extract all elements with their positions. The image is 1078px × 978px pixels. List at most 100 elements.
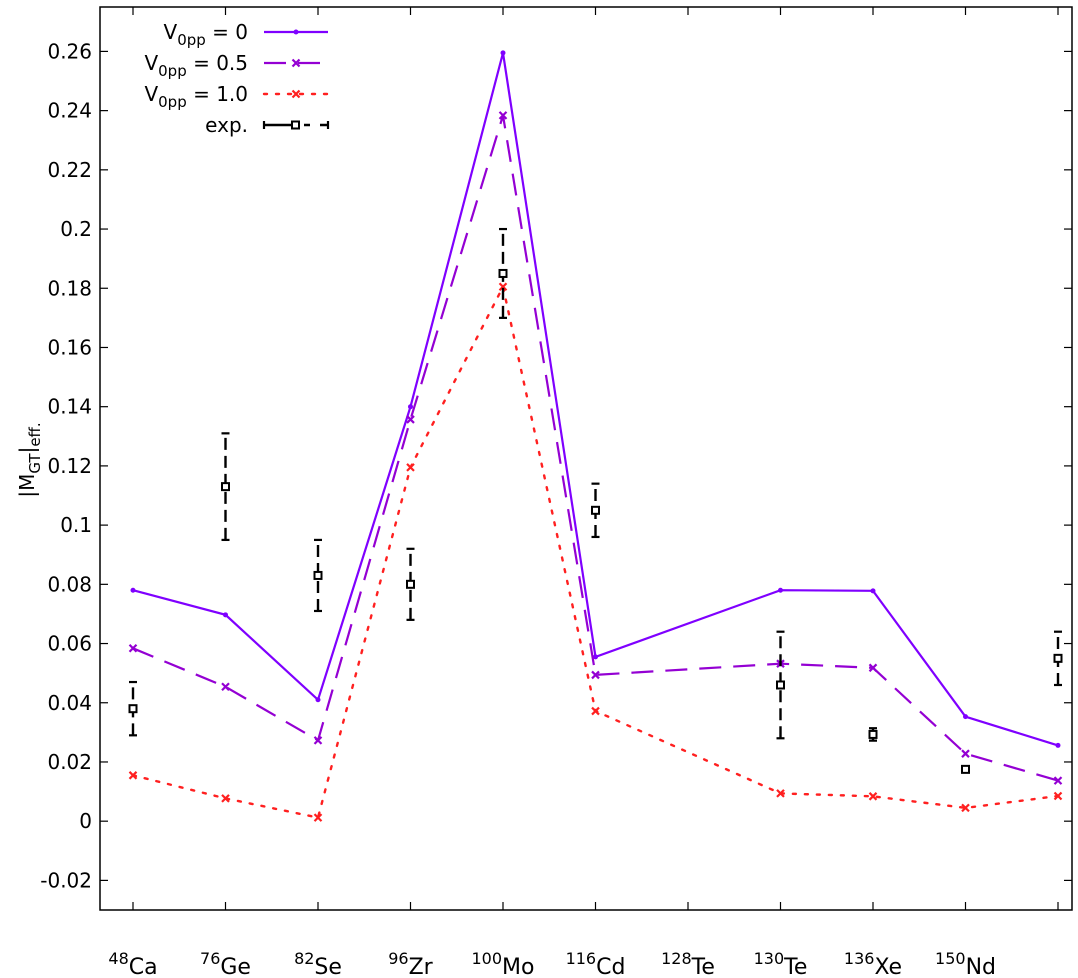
x-category-label: 150Nd [935,949,996,978]
plot-frame [99,6,1073,911]
x-category-element: Te [783,955,807,978]
y-axis-label-main: |M [15,474,39,498]
series-point-2 [128,771,138,780]
x-category-mass: 82 [294,949,314,968]
exp-point [591,482,600,539]
x-category-mass: 136 [844,949,875,968]
exp-point [868,727,878,742]
series-point-0 [223,612,228,618]
x-category-mass: 116 [566,949,597,968]
series-point-1 [406,415,415,424]
x-axis-ticks: 48Ca 76Ge 82Se 96Zr 100Mo 116Cd 128Te 130Te 136X… [108,7,1059,978]
exp-point [498,227,508,319]
series-point-1 [868,663,878,673]
series-line-0 [132,52,1059,747]
x-category-label: 48Ca [108,949,157,978]
x-category-element: Se [314,955,342,978]
y-tick-label: 0.24 [47,99,92,123]
series-point-2 [221,794,230,803]
series-point-0 [408,404,413,410]
y-tick-label: 0.04 [47,691,92,715]
exp-point [406,547,415,621]
exp-point [776,630,785,740]
y-axis-label: |MGT|eff. [15,422,44,497]
x-category-mass: 48 [108,949,128,968]
x-category-mass: 128 [661,949,692,968]
y-tick-label: 0.14 [47,395,92,419]
x-category-element: Cd [596,955,625,978]
y-tick-label: 0.22 [47,158,92,182]
legend-label: V0pp = 0 [164,20,248,49]
x-category-label: 128Te [661,949,715,978]
series-point-0 [1055,742,1061,748]
x-category-label: 130Te [754,949,808,978]
series-point-0 [593,654,598,660]
x-category-element: Ge [220,955,251,978]
x-category-mass: 96 [388,949,408,968]
x-category-mass: 100 [472,949,503,968]
experiment-layer [128,227,1063,774]
x-category-label: 100Mo [472,949,535,978]
y-tick-label: 0.06 [47,632,92,656]
x-category-label: 82Se [294,949,342,978]
series-point-0 [778,587,783,593]
legend-marker [291,58,301,68]
x-category-element: Te [691,955,715,978]
series-point-2 [406,463,415,472]
series-point-0 [315,697,321,703]
series-point-1 [498,111,508,120]
y-tick-label: 0.16 [47,335,92,359]
x-category-mass: 76 [200,949,220,968]
series-point-0 [500,50,506,56]
legend-marker [293,29,299,35]
x-category-label: 76Ge [200,949,251,978]
series-point-1 [128,644,138,653]
y-axis-label-mid: | [15,447,39,454]
series-point-2 [961,803,970,813]
exp-point [221,432,230,542]
y-axis-label-sub1: GT [26,453,44,474]
y-tick-label: 0.2 [60,217,92,241]
exp-point [313,538,323,613]
y-tick-label: 0 [79,809,92,833]
legend-marker [291,89,301,99]
y-tick-label: 0.12 [47,454,92,478]
exp-point [128,680,138,737]
legend-label: V0pp = 0.5 [144,51,248,80]
series-point-0 [130,587,136,593]
exp-point [961,764,970,774]
series-point-1 [1053,776,1063,785]
x-category-element: Zr [409,955,434,978]
x-category-label: 136Xe [844,949,902,978]
legend-label: exp. [205,113,248,137]
legend-label: V0pp = 1.0 [144,82,248,111]
series-point-2 [1053,791,1063,801]
x-category-element: Xe [874,955,902,978]
series-line-2 [131,283,1060,820]
y-axis-ticks: -0.02 0 0.02 0.04 0.06 0.08 0.1 0.12 0.14 0.16 0.1… [40,39,1072,892]
y-tick-label: 0.1 [60,513,92,537]
series-point-0 [870,588,876,594]
series-layer [128,50,1063,822]
series-point-2 [591,706,600,716]
y-tick-label: 0.18 [47,276,92,300]
series-line-1 [132,115,1059,782]
series-point-1 [313,736,323,745]
series-point-2 [313,813,323,822]
series-point-1 [961,749,970,758]
series-point-1 [221,682,230,692]
y-tick-label: 0.02 [47,750,92,774]
y-tick-label: -0.02 [40,868,92,892]
x-category-element: Ca [129,955,158,978]
y-tick-label: 0.26 [47,39,92,63]
series-point-0 [963,714,968,720]
x-category-mass: 150 [935,949,966,968]
x-category-label: 116Cd [566,949,626,978]
legend-swatch-exp [262,120,330,130]
x-category-mass: 130 [754,949,785,968]
series-point-2 [868,792,878,801]
series-point-1 [591,670,600,680]
exp-point [1053,630,1063,687]
